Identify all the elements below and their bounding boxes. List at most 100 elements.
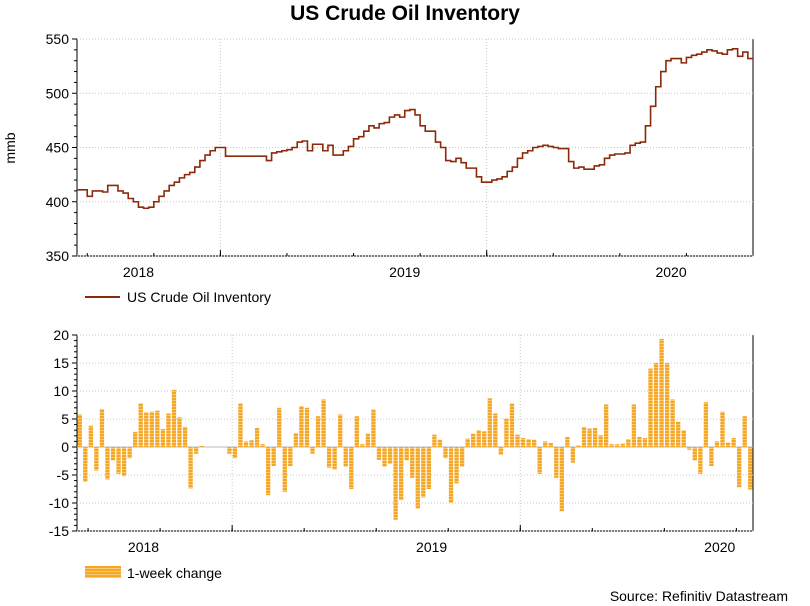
change-bar — [692, 447, 697, 461]
change-bar — [393, 447, 398, 520]
change-bar — [315, 416, 321, 447]
change-bar — [299, 406, 304, 447]
change-bar — [127, 447, 132, 459]
inventory-line-panel: 350 400 450 500 550 2018 2019 2020 — [46, 31, 754, 280]
y-tick-label: 15 — [53, 355, 69, 371]
change-bar — [271, 447, 276, 467]
change-bar — [193, 447, 199, 454]
change-bar — [133, 431, 138, 447]
change-bar — [742, 416, 747, 447]
change-bar — [338, 414, 343, 447]
change-bar — [731, 438, 736, 447]
change-bar — [648, 368, 653, 447]
change-bar — [266, 447, 271, 496]
change-bar — [155, 410, 160, 447]
y-tick-label: 500 — [46, 85, 70, 101]
y-tick-label: 5 — [61, 411, 69, 427]
change-bar — [531, 439, 537, 447]
change-bar — [482, 431, 487, 447]
y-tick-label: 20 — [53, 327, 69, 343]
change-bar — [570, 447, 576, 463]
chart-title: US Crude Oil Inventory — [290, 2, 520, 25]
change-bar — [620, 443, 625, 447]
change-bar — [565, 436, 570, 447]
y-tick-label: 10 — [53, 383, 69, 399]
change-bar — [249, 440, 254, 447]
change-bar — [177, 417, 182, 447]
change-bar — [238, 403, 243, 447]
change-bar — [282, 447, 287, 492]
change-bar — [288, 447, 293, 467]
change-bar — [110, 447, 116, 461]
change-bar — [670, 399, 675, 447]
change-bar — [144, 412, 149, 447]
x-tick-label: 2018 — [123, 264, 154, 280]
change-bar — [498, 447, 504, 455]
change-bar — [304, 407, 310, 447]
change-bar — [548, 443, 553, 447]
change-bar — [626, 439, 631, 447]
change-bar — [116, 447, 121, 474]
x-tick-label: 2019 — [416, 539, 447, 555]
change-bar — [587, 428, 592, 447]
change-bar — [659, 338, 664, 447]
change-bar — [709, 447, 714, 467]
change-bar — [260, 444, 265, 447]
y-tick-label: 350 — [46, 248, 70, 264]
change-bar — [332, 447, 337, 470]
change-bar — [559, 447, 564, 512]
y-tick-label: -5 — [57, 467, 70, 483]
inventory-legend: US Crude Oil Inventory — [85, 289, 271, 305]
change-bar — [664, 363, 670, 447]
change-bar — [515, 434, 520, 447]
change-bar — [487, 398, 492, 447]
change-legend-label: 1-week change — [127, 565, 222, 581]
change-bar — [520, 438, 526, 447]
change-bar — [454, 447, 459, 484]
source-note: Source: Refinitiv Datastream — [610, 588, 788, 604]
change-bar — [365, 433, 371, 447]
x-tick-label: 2018 — [128, 539, 159, 555]
y-axis-label: mmb — [2, 132, 18, 163]
change-bar — [243, 441, 249, 447]
change-bar — [554, 447, 559, 478]
change-bar — [581, 426, 587, 447]
change-bar — [509, 403, 515, 447]
change-bar — [687, 447, 692, 450]
change-bar — [676, 421, 681, 447]
change-bar — [615, 444, 620, 447]
change-bar — [354, 416, 359, 447]
change-bar — [410, 447, 415, 478]
change-bar — [232, 447, 238, 459]
y-tick-label: 0 — [61, 439, 69, 455]
change-bar — [94, 447, 99, 471]
change-bar — [387, 447, 393, 464]
change-bar — [576, 445, 581, 447]
change-bar — [382, 447, 387, 467]
change-bar — [398, 447, 404, 501]
change-bar — [83, 447, 88, 482]
change-bar — [736, 447, 742, 488]
change-bar — [681, 430, 686, 447]
y-tick-label: -15 — [49, 523, 69, 539]
change-bar — [437, 439, 443, 447]
change-bar — [725, 442, 731, 447]
y-tick-label: -10 — [49, 495, 69, 511]
change-bar — [199, 445, 204, 447]
change-bar — [443, 447, 448, 459]
x-tick-label: 2020 — [704, 539, 735, 555]
change-bar — [637, 436, 642, 447]
change-bar — [421, 447, 426, 498]
change-bar — [371, 409, 376, 447]
change-bar — [493, 413, 498, 447]
change-bar — [504, 418, 509, 447]
change-bar — [121, 447, 127, 477]
y-tick-label: 550 — [46, 31, 70, 47]
change-bar — [426, 447, 432, 489]
change-bar — [77, 414, 82, 447]
change-bar — [166, 413, 171, 447]
change-bar — [631, 404, 637, 447]
change-bar — [604, 404, 609, 447]
change-bar — [376, 447, 382, 460]
change-bar — [404, 447, 409, 461]
